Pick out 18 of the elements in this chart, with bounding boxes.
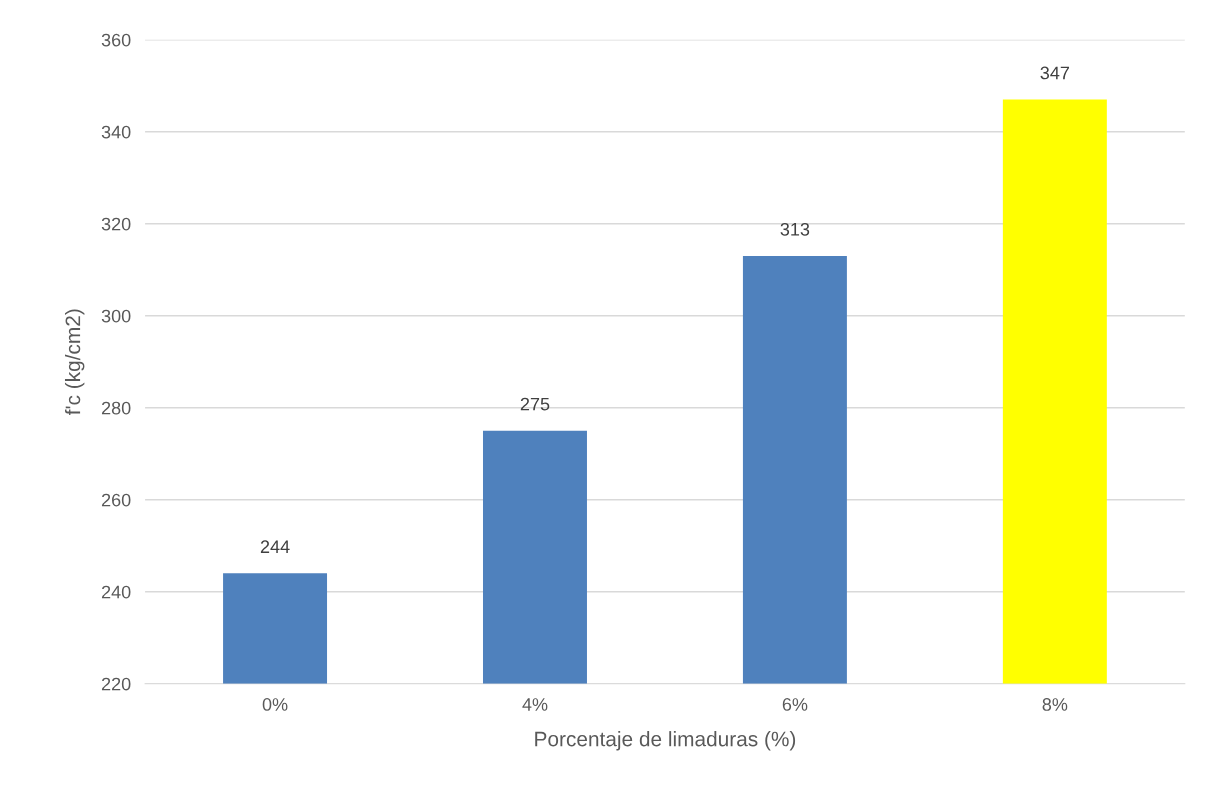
x-tick-label: 4%: [522, 698, 548, 711]
y-tick-label: 300: [101, 309, 131, 323]
x-tick-label: 8%: [1042, 698, 1068, 711]
y-tick-label: 360: [101, 33, 131, 47]
data-label: 347: [1040, 66, 1070, 80]
data-label: 244: [260, 540, 290, 553]
x-tick-label: 6%: [782, 698, 808, 711]
y-tick-label: 220: [101, 677, 131, 691]
y-tick-label: 260: [101, 493, 131, 507]
y-tick-label: 240: [101, 585, 131, 599]
x-tick-label: 0%: [262, 698, 288, 711]
y-tick-label: 320: [101, 217, 131, 231]
data-label: 275: [520, 397, 550, 411]
y-tick-label: 280: [101, 401, 131, 415]
x-axis-title: Porcentaje de limaduras (%): [535, 731, 796, 751]
data-label: 313: [780, 222, 810, 236]
y-tick-label: 340: [101, 125, 131, 139]
y-axis-title: f'c (kg/cm2): [64, 309, 85, 415]
